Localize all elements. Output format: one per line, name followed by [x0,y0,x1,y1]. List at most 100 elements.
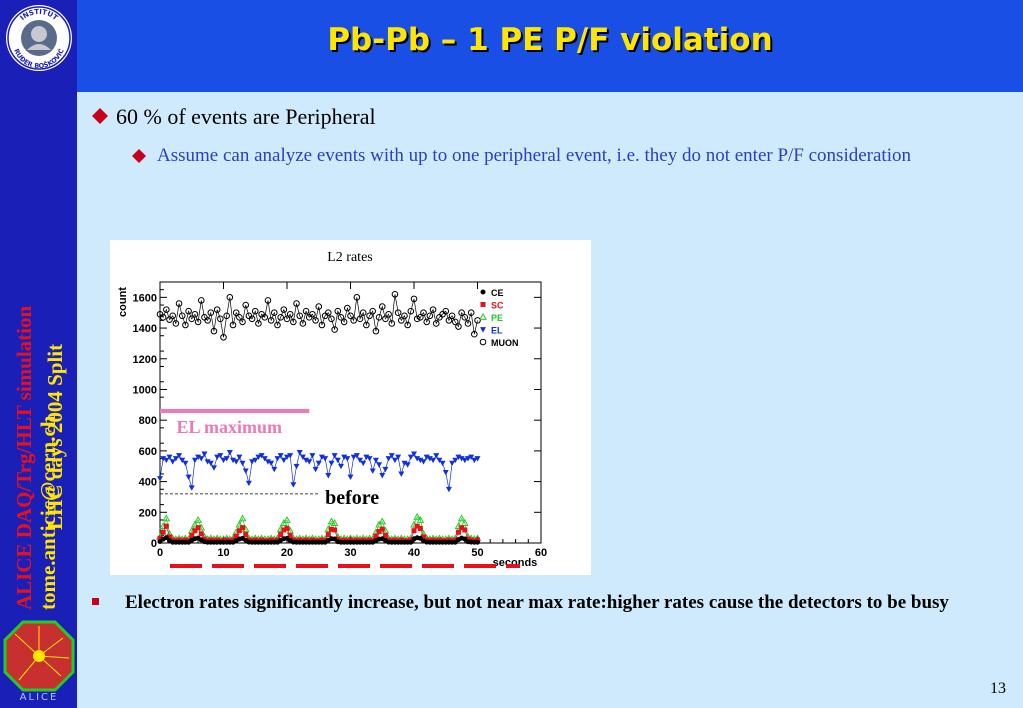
point-muon [274,321,281,329]
y-tick-label: 600 [139,446,157,458]
point-el [252,457,259,464]
point-muon [277,314,284,321]
point-muon [175,300,183,307]
header: Pb-Pb – 1 PE P/F violation [77,0,1023,92]
point-el [353,453,360,459]
point-muon [401,312,408,320]
point-el [166,454,173,461]
point-pe [283,515,291,523]
chart-title: L2 rates [327,250,372,265]
point-sc [382,532,388,538]
point-sc [287,532,293,538]
point-el [372,457,379,464]
point-ce [163,535,169,541]
point-el [471,457,478,464]
point-el [337,463,344,470]
point-muon [302,307,310,315]
point-pe [330,519,339,526]
point-el [287,453,294,459]
point-el [391,457,398,464]
square-bullet-icon [92,598,99,605]
legend-marker-sc [480,302,486,307]
point-pe [378,517,387,525]
point-el [264,459,271,465]
point-muon [163,306,170,313]
point-el [277,453,284,459]
point-sc [240,525,246,531]
point-el [376,462,383,468]
point-el [328,460,335,467]
point-muon [271,309,278,317]
point-muon [223,312,230,320]
x-tick-label: 0 [157,547,163,559]
point-muon [394,309,402,317]
point-el [157,476,163,482]
point-sc [417,525,423,531]
point-muon [410,295,418,303]
y-tick-label: 200 [139,507,157,519]
point-sc [233,533,239,539]
point-pe [191,520,199,528]
point-muon [474,317,481,324]
point-muon [426,312,434,320]
point-el [322,456,329,462]
point-sc [281,527,287,533]
point-el [379,473,386,479]
point-muon [471,330,478,338]
point-el [306,459,313,465]
legend-label-ce: CE [491,288,504,298]
point-el [290,482,297,488]
point-muon [356,315,364,323]
bullet-conclusion: Electron rates significantly increase, b… [92,589,972,617]
point-muon [248,315,256,323]
point-muon [185,307,192,315]
point-muon [331,326,338,333]
x-tick-label: 50 [471,547,483,559]
point-el [245,480,252,487]
point-el [420,459,427,465]
point-el [363,454,370,461]
alice-logo: ALICE [3,620,75,703]
point-pe [238,514,247,522]
point-el [185,474,192,480]
point-el [239,460,246,467]
point-muon [264,297,272,304]
bullet-main-text: 60 % of events are Peripheral [116,104,376,129]
point-el [398,471,405,477]
point-el [455,454,462,461]
point-sc [195,525,201,531]
point-el [207,460,214,467]
slide-title: Pb-Pb – 1 PE P/F violation [327,22,773,58]
point-muon [229,321,237,329]
point-el [461,457,468,464]
point-sc [160,529,166,535]
point-muon [347,312,354,320]
point-el [284,454,290,461]
point-muon [159,314,167,321]
x-tick-label: 30 [344,547,356,559]
point-el [315,460,322,467]
point-muon [448,312,456,320]
point-sc [455,529,461,535]
point-el [309,453,316,459]
point-muon [340,318,348,326]
point-muon [375,314,383,321]
point-el [204,459,211,465]
point-el [433,453,440,459]
y-tick-label: 800 [139,415,157,427]
point-el [464,456,471,462]
legend-label-sc: SC [491,301,504,311]
point-muon [324,309,332,317]
point-muon [290,318,297,326]
point-el [242,468,249,474]
point-muon [213,306,221,313]
point-muon [372,327,380,335]
point-muon [467,309,475,317]
point-pe [416,515,425,523]
y-tick-label: 1600 [133,292,157,304]
sidebar: INSTITUT RUĐER BOŠKOVIĆ ALICE DAQ/Trg/HL… [0,0,77,708]
point-el [163,457,170,464]
point-el [195,454,202,461]
point-muon [391,290,399,298]
before-label: before [325,487,379,509]
